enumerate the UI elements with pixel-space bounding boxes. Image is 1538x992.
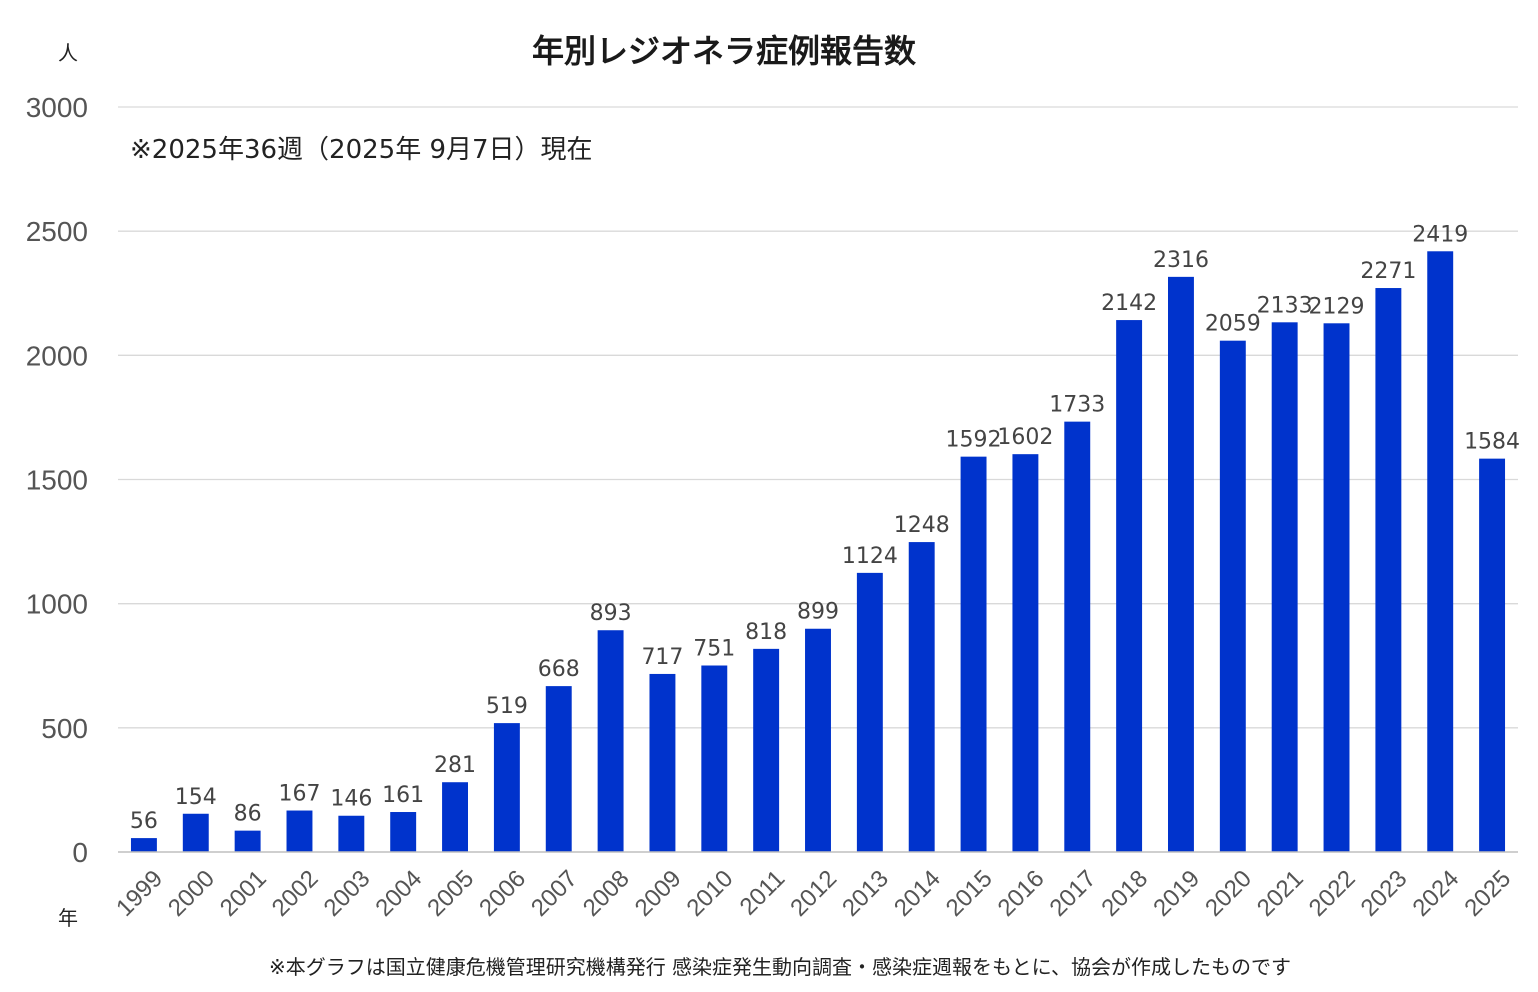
x-tick-label-2023: 2023 bbox=[1356, 865, 1413, 922]
x-tick-label-2002: 2002 bbox=[267, 865, 324, 922]
chart-subtitle: ※2025年36週（2025年 9月7日）現在 bbox=[130, 135, 593, 165]
bar-2022 bbox=[1323, 323, 1350, 852]
data-label-2015: 1592 bbox=[946, 428, 1002, 453]
data-label-1999: 56 bbox=[130, 809, 158, 834]
data-label-2012: 899 bbox=[797, 600, 839, 625]
data-label-2009: 717 bbox=[641, 645, 683, 670]
x-tick-label-2015: 2015 bbox=[941, 865, 998, 922]
bar-2004 bbox=[390, 812, 417, 852]
bar-2012 bbox=[805, 628, 831, 852]
data-label-2011: 818 bbox=[745, 620, 787, 645]
bar-2006 bbox=[493, 723, 520, 852]
data-label-2019: 2316 bbox=[1153, 248, 1209, 273]
y-tick-label: 1000 bbox=[26, 589, 88, 620]
x-tick-label-2024: 2024 bbox=[1407, 865, 1464, 922]
data-label-2005: 281 bbox=[434, 753, 476, 778]
bar-2018 bbox=[1116, 320, 1143, 852]
x-tick-label-2019: 2019 bbox=[1148, 865, 1205, 922]
x-tick-label-2025: 2025 bbox=[1459, 865, 1516, 922]
y-tick-label: 1500 bbox=[26, 465, 88, 496]
data-label-2017: 1733 bbox=[1049, 393, 1105, 418]
x-tick-label-2013: 2013 bbox=[837, 865, 894, 922]
bar-2009 bbox=[649, 673, 676, 852]
y-tick-label: 3000 bbox=[26, 92, 88, 123]
data-label-2010: 751 bbox=[693, 637, 735, 662]
y-tick-label: 500 bbox=[41, 713, 88, 744]
y-tick-label: 0 bbox=[72, 837, 88, 868]
bar-2020 bbox=[1219, 340, 1246, 852]
x-tick-label-2012: 2012 bbox=[785, 865, 842, 922]
x-tick-label-2008: 2008 bbox=[578, 865, 635, 922]
x-tick-label-2005: 2005 bbox=[422, 865, 479, 922]
x-tick-label-2004: 2004 bbox=[370, 865, 427, 922]
x-tick-label-2001: 2001 bbox=[215, 865, 272, 922]
data-label-2008: 893 bbox=[590, 601, 632, 626]
x-tick-label-2003: 2003 bbox=[319, 865, 376, 922]
x-tick-label-1999: 1999 bbox=[111, 865, 168, 922]
bar-2014 bbox=[908, 542, 935, 852]
data-label-2001: 86 bbox=[234, 802, 262, 827]
bar-2016 bbox=[1012, 454, 1039, 852]
data-label-2007: 668 bbox=[538, 657, 580, 682]
data-label-2025: 1584 bbox=[1464, 430, 1520, 455]
bar-2025 bbox=[1479, 458, 1506, 852]
bar-2015 bbox=[960, 456, 987, 852]
data-label-2016: 1602 bbox=[997, 425, 1053, 450]
x-axis-ticks: 1999200020012002200320042005200620072008… bbox=[111, 865, 1516, 922]
data-label-2023: 2271 bbox=[1360, 259, 1416, 284]
x-tick-label-2007: 2007 bbox=[526, 865, 583, 922]
data-label-2013: 1124 bbox=[842, 544, 898, 569]
x-tick-label-2017: 2017 bbox=[1045, 865, 1102, 922]
bar-2023 bbox=[1375, 288, 1402, 852]
bars bbox=[130, 251, 1506, 852]
bar-2024 bbox=[1427, 251, 1454, 852]
x-tick-label-2018: 2018 bbox=[1096, 865, 1153, 922]
bar-2002 bbox=[286, 810, 313, 852]
data-label-2002: 167 bbox=[278, 782, 320, 807]
bar-2017 bbox=[1064, 421, 1091, 852]
x-axis-unit: 年 bbox=[58, 906, 78, 930]
y-tick-label: 2000 bbox=[26, 340, 88, 371]
bar-2005 bbox=[442, 782, 468, 852]
footnote: ※本グラフは国立健康危機管理研究機構発行 感染症発生動向調査・感染症週報をもとに… bbox=[269, 955, 1291, 979]
x-tick-label-2021: 2021 bbox=[1252, 865, 1309, 922]
x-tick-label-2011: 2011 bbox=[735, 865, 791, 921]
x-tick-label-2000: 2000 bbox=[163, 865, 220, 922]
data-label-2004: 161 bbox=[382, 783, 424, 808]
data-labels: 56 154 86 167 146 161 281 519 668 893 717 751 818 899… bbox=[130, 222, 1520, 834]
bar-2000 bbox=[182, 813, 209, 852]
chart-title: 年別レジオネラ症例報告数 bbox=[532, 32, 917, 70]
x-tick-label-2014: 2014 bbox=[889, 865, 946, 922]
y-tick-label: 2500 bbox=[26, 216, 88, 247]
y-axis-ticks: 0 500 1000 1500 2000 2500 3000 bbox=[26, 92, 88, 868]
data-label-2024: 2419 bbox=[1412, 222, 1468, 247]
bar-2013 bbox=[856, 572, 883, 852]
bar-2007 bbox=[545, 686, 572, 852]
x-tick-label-2010: 2010 bbox=[682, 865, 739, 922]
bar-2001 bbox=[234, 830, 261, 852]
data-label-2006: 519 bbox=[486, 694, 528, 719]
x-tick-label-2020: 2020 bbox=[1200, 865, 1257, 922]
bar-2008 bbox=[597, 630, 624, 852]
data-label-2020: 2059 bbox=[1205, 312, 1261, 337]
data-label-2014: 1248 bbox=[894, 513, 950, 538]
bar-2003 bbox=[338, 815, 365, 852]
x-tick-label-2016: 2016 bbox=[993, 865, 1050, 922]
data-label-2022: 2129 bbox=[1309, 294, 1365, 319]
x-tick-label-2009: 2009 bbox=[630, 865, 687, 922]
y-axis-unit: 人 bbox=[58, 41, 78, 65]
data-label-2021: 2133 bbox=[1257, 293, 1313, 318]
bar-1999 bbox=[130, 838, 157, 852]
x-tick-label-2022: 2022 bbox=[1304, 865, 1361, 922]
data-label-2000: 154 bbox=[175, 785, 217, 810]
x-tick-label-2006: 2006 bbox=[474, 865, 531, 922]
bar-2019 bbox=[1168, 276, 1194, 852]
bar-2010 bbox=[701, 665, 728, 852]
bar-2011 bbox=[753, 648, 780, 852]
bar-2021 bbox=[1271, 322, 1298, 852]
data-label-2003: 146 bbox=[330, 787, 372, 812]
data-label-2018: 2142 bbox=[1101, 291, 1157, 316]
